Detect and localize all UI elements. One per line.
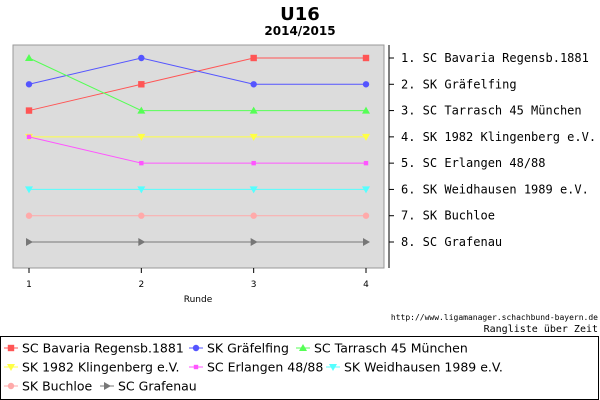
- series-markers: [25, 54, 370, 246]
- series-lines: [28, 57, 366, 243]
- data-point: [250, 81, 257, 88]
- data-point: [249, 133, 258, 141]
- data-point: [138, 212, 145, 219]
- data-point: [25, 212, 33, 219]
- rank-label: 4. SK 1982 Klingenberg e.V.: [401, 130, 596, 144]
- x-axis: 1 2 3 4: [26, 268, 369, 290]
- data-point: [362, 133, 370, 141]
- rank-label: 1. SC Bavaria Regensb.1881: [401, 51, 589, 65]
- legend-label: SK Buchloe: [22, 379, 93, 394]
- data-point: [25, 54, 33, 61]
- data-point: [362, 81, 370, 88]
- legend-marker: [104, 382, 111, 390]
- x-tick-label: 3: [251, 280, 257, 290]
- data-point: [137, 133, 146, 141]
- data-point: [137, 186, 146, 194]
- legend-marker: [7, 364, 15, 371]
- rank-label: 8. SC Grafenau: [401, 235, 502, 249]
- series-line: [28, 136, 366, 164]
- ranking-labels: 1. SC Bavaria Regensb.1881 2. SK Gräfelfi…: [389, 51, 596, 249]
- x-tick-label: 1: [26, 280, 32, 290]
- data-point: [362, 186, 370, 194]
- data-point: [26, 238, 33, 246]
- legend-box: [0, 336, 599, 400]
- plot-area: [12, 44, 385, 269]
- data-point: [138, 54, 145, 62]
- data-point: [249, 186, 258, 194]
- data-point: [363, 238, 370, 246]
- legend-label: SC Bavaria Regensb.1881: [22, 341, 184, 356]
- legend-label: SK Gräfelfing: [207, 341, 289, 356]
- legend-label: SC Grafenau: [118, 379, 197, 394]
- chart-caption: Rangliste über Zeit: [484, 324, 598, 335]
- data-point: [139, 160, 144, 166]
- x-axis-label: Runde: [184, 295, 213, 305]
- data-point: [26, 134, 32, 140]
- legend-label: SK Weidhausen 1989 e.V.: [344, 360, 503, 375]
- x-tick-label: 2: [138, 280, 144, 290]
- rank-label: 7. SK Buchloe: [401, 209, 495, 223]
- data-point: [362, 106, 370, 114]
- legend-marker: [7, 344, 15, 352]
- data-point: [363, 160, 369, 166]
- data-point: [250, 238, 258, 246]
- legend-label: SC Tarrasch 45 München: [314, 341, 468, 356]
- legend-label: SK 1982 Klingenberg e.V.: [22, 360, 180, 375]
- rank-label: 2. SK Gräfelfing: [401, 77, 517, 91]
- chart-subtitle: 2014/2015: [264, 24, 335, 38]
- legend-label: SC Erlangen 48/88: [207, 360, 323, 375]
- legend-marker: [193, 364, 199, 370]
- data-point: [250, 212, 257, 219]
- data-point: [25, 186, 33, 194]
- data-point: [25, 107, 33, 114]
- data-point: [251, 160, 256, 166]
- data-point: [137, 106, 146, 114]
- legend-marker: [192, 344, 200, 352]
- x-tick-label: 4: [363, 280, 369, 290]
- data-point: [362, 54, 370, 62]
- data-point: [250, 54, 257, 62]
- series-line: [28, 57, 366, 85]
- rank-label: 5. SC Erlangen 48/88: [401, 156, 546, 170]
- rank-label: 6. SK Weidhausen 1989 e.V.: [401, 182, 589, 196]
- rank-label: 3. SC Tarrasch 45 München: [401, 104, 582, 118]
- legend-marker: [7, 382, 15, 390]
- data-point: [249, 106, 258, 114]
- data-point: [362, 212, 370, 219]
- data-point: [138, 238, 146, 246]
- legend-marker: [299, 344, 307, 351]
- series-line: [28, 57, 366, 112]
- data-point: [25, 81, 33, 88]
- data-point: [138, 81, 145, 88]
- credit-url: http://www.ligamanager.schachbund-bayern…: [391, 313, 598, 322]
- legend: SC Bavaria Regensb.1881 SK Gräfelfing SC T…: [4, 341, 503, 394]
- chart-title: U16: [280, 4, 320, 25]
- legend-marker: [329, 364, 337, 371]
